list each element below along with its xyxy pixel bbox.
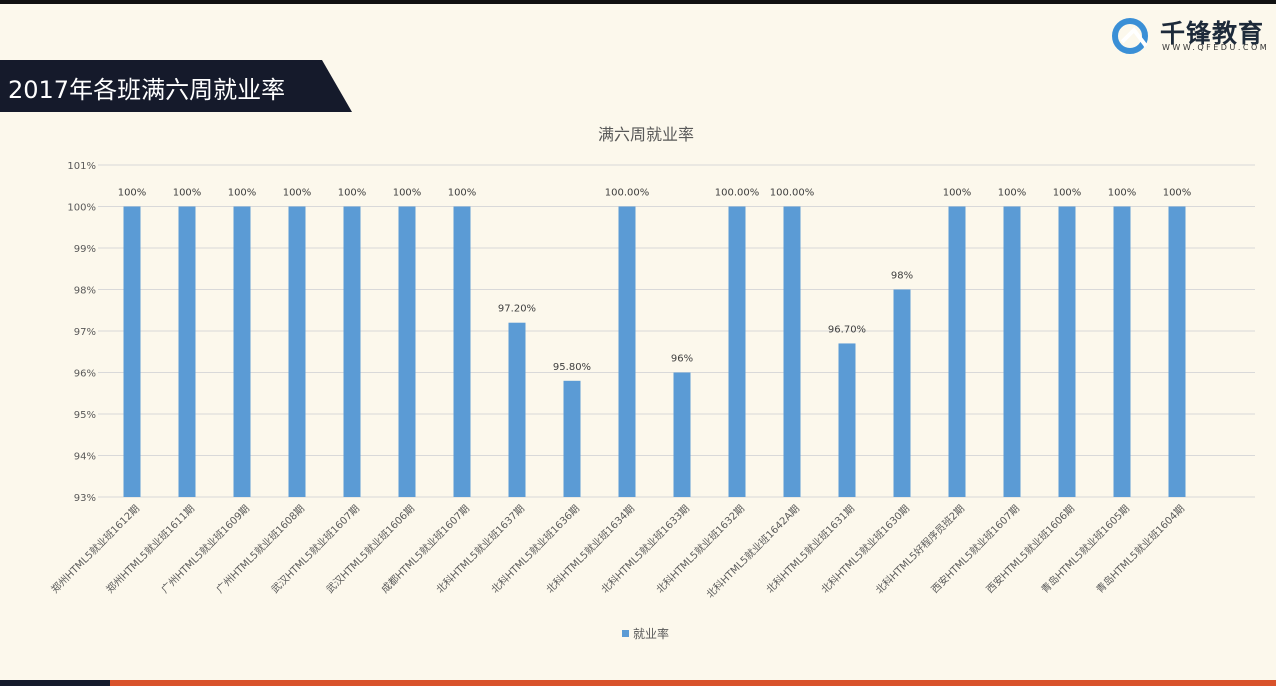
y-tick-label: 95% bbox=[74, 410, 96, 421]
bar bbox=[508, 322, 526, 497]
logo-url: WWW.QFEDU.COM bbox=[1162, 43, 1270, 52]
data-label: 97.20% bbox=[498, 304, 536, 315]
x-tick-label: 北科HTML5就业班1637期 bbox=[433, 502, 527, 596]
y-tick-label: 100% bbox=[67, 203, 96, 214]
legend-swatch bbox=[622, 630, 629, 637]
data-label: 96% bbox=[671, 354, 693, 365]
data-label: 100.00% bbox=[770, 188, 815, 199]
data-label: 100% bbox=[998, 188, 1027, 199]
data-label: 100% bbox=[173, 188, 202, 199]
x-tick-label: 北科HTML5就业班1633期 bbox=[598, 502, 692, 596]
bar bbox=[673, 372, 691, 497]
bar bbox=[618, 206, 636, 497]
bar bbox=[948, 206, 966, 497]
y-tick-label: 96% bbox=[74, 369, 96, 380]
bar bbox=[783, 206, 801, 497]
x-tick-label: 青岛HTML5就业班1604期 bbox=[1093, 502, 1187, 596]
bar bbox=[1168, 206, 1186, 497]
x-tick-label: 西安HTML5就业班1606期 bbox=[983, 502, 1077, 596]
bar bbox=[728, 206, 746, 497]
data-label: 95.80% bbox=[553, 362, 591, 373]
data-label: 100% bbox=[943, 188, 972, 199]
logo-mark-icon bbox=[1112, 18, 1148, 54]
logo: 千锋教育 WWW.QFEDU.COM bbox=[1110, 16, 1276, 56]
x-tick-label: 武汉HTML5就业班1606期 bbox=[323, 502, 417, 596]
bar bbox=[233, 206, 251, 497]
y-tick-label: 98% bbox=[74, 286, 96, 297]
bar bbox=[563, 380, 581, 497]
x-tick-label: 青岛HTML5就业班1605期 bbox=[1038, 502, 1132, 596]
chart-title: 满六周就业率 bbox=[598, 125, 694, 144]
x-tick-label: 郑州HTML5就业班1611期 bbox=[103, 502, 197, 596]
data-label: 100% bbox=[228, 188, 257, 199]
bar bbox=[838, 343, 856, 497]
data-label: 100% bbox=[338, 188, 367, 199]
x-tick-label: 北科HTML5就业班1630期 bbox=[818, 502, 912, 596]
y-tick-label: 93% bbox=[74, 493, 96, 504]
x-tick-label: 成都HTML5就业班1607期 bbox=[378, 502, 472, 596]
data-label: 100% bbox=[1053, 188, 1082, 199]
bar bbox=[288, 206, 306, 497]
y-tick-label: 99% bbox=[74, 244, 96, 255]
x-tick-label: 武汉HTML5就业班1607期 bbox=[268, 502, 362, 596]
x-tick-label: 西安HTML5就业班1607期 bbox=[928, 502, 1022, 596]
data-label: 100% bbox=[1108, 188, 1137, 199]
data-label: 100% bbox=[393, 188, 422, 199]
x-tick-label: 郑州HTML5就业班1612期 bbox=[48, 502, 142, 596]
x-tick-label: 北科HTML5就业班1642A期 bbox=[703, 502, 802, 601]
banner-title: 2017年各班满六周就业率 bbox=[8, 76, 286, 104]
x-tick-label: 北科HTML5就业班1636期 bbox=[488, 502, 582, 596]
data-label: 100.00% bbox=[715, 188, 760, 199]
footer-bar-accent bbox=[110, 680, 1276, 686]
y-tick-label: 101% bbox=[67, 161, 96, 172]
x-tick-label: 北科HTML5就业班1634期 bbox=[543, 502, 637, 596]
bar bbox=[123, 206, 141, 497]
bar bbox=[178, 206, 196, 497]
data-label: 100% bbox=[1163, 188, 1192, 199]
data-label: 98% bbox=[891, 271, 913, 282]
data-label: 100.00% bbox=[605, 188, 650, 199]
logo-text: 千锋教育 bbox=[1160, 19, 1265, 48]
data-label: 100% bbox=[118, 188, 147, 199]
x-tick-label: 北科HTML5就业班1632期 bbox=[653, 502, 747, 596]
bar bbox=[1113, 206, 1131, 497]
y-tick-label: 94% bbox=[74, 452, 96, 463]
data-label: 96.70% bbox=[828, 324, 866, 335]
x-tick-label: 广州HTML5就业班1609期 bbox=[158, 502, 252, 596]
bar bbox=[893, 289, 911, 497]
data-label: 100% bbox=[283, 188, 312, 199]
bar bbox=[453, 206, 471, 497]
x-tick-label: 北科HTML5就业班1631期 bbox=[763, 502, 857, 596]
top-bar bbox=[0, 0, 1276, 4]
bar bbox=[398, 206, 416, 497]
legend-label: 就业率 bbox=[633, 626, 669, 641]
x-tick-label: 广州HTML5就业班1608期 bbox=[213, 502, 307, 596]
title-banner: 2017年各班满六周就业率 bbox=[0, 60, 352, 112]
data-label: 100% bbox=[448, 188, 477, 199]
bar bbox=[1003, 206, 1021, 497]
bar bbox=[343, 206, 361, 497]
bar bbox=[1058, 206, 1076, 497]
y-tick-label: 97% bbox=[74, 327, 96, 338]
x-tick-label: 北科HTML5好程序员班2期 bbox=[873, 502, 967, 596]
footer-bar-dark bbox=[0, 680, 110, 686]
